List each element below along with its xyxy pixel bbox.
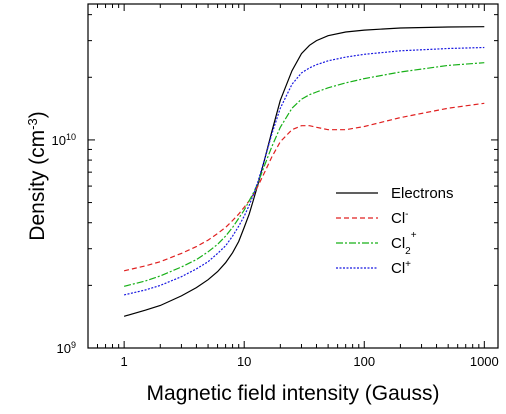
legend-label-sup: + xyxy=(405,259,411,270)
minor-ticks xyxy=(87,4,498,348)
y-tick-label: 1010 xyxy=(52,132,76,148)
x-tick-label: 100 xyxy=(353,354,375,369)
legend-label-3: Cl+ xyxy=(391,259,411,277)
major-ticks xyxy=(88,4,498,349)
y-axis-title: Density (cm-3) xyxy=(25,111,50,240)
legend-label-base: Electrons xyxy=(391,185,454,202)
legend-label-sub: 2 xyxy=(405,246,411,257)
legend-label-sup: + xyxy=(411,230,417,241)
y-tick-label: 109 xyxy=(57,340,76,356)
series-line-2 xyxy=(123,62,485,287)
x-tick-label: 1 xyxy=(121,354,128,369)
series-layer xyxy=(123,26,485,317)
y-axis-title-sup: -3 xyxy=(25,118,40,130)
series-line-1 xyxy=(123,102,485,272)
legend-label-sup: - xyxy=(405,209,408,220)
legend-label-base: Cl xyxy=(391,210,405,227)
y-tick-label-base: 10 xyxy=(57,341,71,356)
legend-label-1: Cl- xyxy=(391,209,409,227)
legend-label-0: Electrons xyxy=(391,185,454,202)
plot-frame xyxy=(87,3,499,349)
y-axis-title-close: ) xyxy=(26,111,49,118)
y-axis-title-base: Density (cm xyxy=(26,130,49,241)
y-tick-label-base: 10 xyxy=(52,133,66,148)
legend-label-base: Cl xyxy=(391,235,405,252)
y-tick-label-exp: 9 xyxy=(71,340,76,350)
x-tick-label: 1000 xyxy=(470,354,499,369)
series-line-3 xyxy=(123,46,485,296)
y-tick-label-exp: 10 xyxy=(66,132,76,142)
x-axis-title: Magnetic field intensity (Gauss) xyxy=(147,382,440,405)
legend-label-base: Cl xyxy=(391,260,405,277)
x-tick-label: 10 xyxy=(237,354,251,369)
legend-label-2: Cl2+ xyxy=(391,230,417,257)
series-line-0 xyxy=(123,26,485,317)
